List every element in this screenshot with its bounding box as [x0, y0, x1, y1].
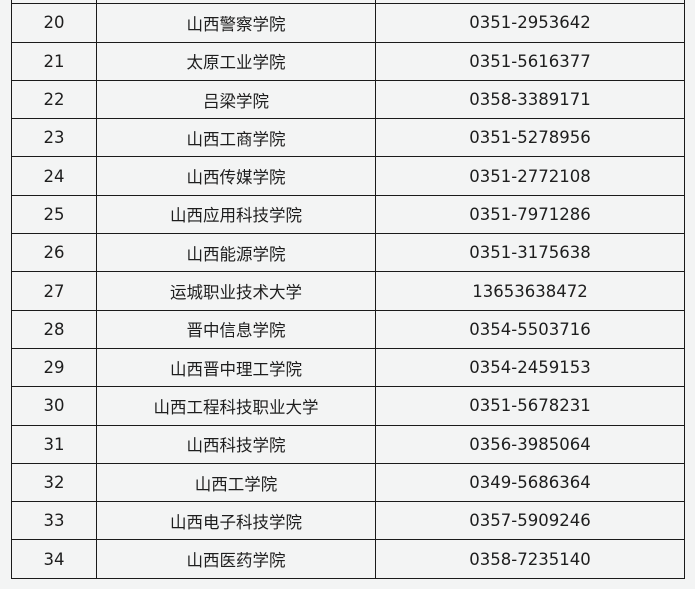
- school-name: 山西传媒学院: [96, 156, 376, 196]
- table-row: 24 山西传媒学院 0351-2772108: [11, 156, 685, 196]
- row-number: 21: [11, 41, 97, 81]
- row-number: 27: [11, 271, 97, 311]
- school-name: 山西晋中理工学院: [96, 347, 376, 388]
- contact-table: 20 山西警察学院 0351-2953642 21 太原工业学院 0351-5616377…: [11, 0, 685, 579]
- table-row: 30 山西工程科技职业大学 0351-5678231: [11, 386, 685, 426]
- phone-number: 0351-7971286: [375, 194, 685, 235]
- phone-number: 0349-5686364: [375, 462, 685, 503]
- phone-number: 0351-5616377: [375, 41, 685, 81]
- row-number: 24: [11, 156, 97, 196]
- school-name: 运城职业技术大学: [96, 271, 376, 311]
- table-row: 20 山西警察学院 0351-2953642: [11, 3, 685, 43]
- phone-number: 0354-5503716: [375, 309, 685, 349]
- phone-number: 0358-7235140: [375, 539, 685, 579]
- school-name: 山西电子科技学院: [96, 501, 376, 541]
- table-row: 21 太原工业学院 0351-5616377: [11, 41, 685, 81]
- table-row: 32 山西工学院 0349-5686364: [11, 462, 685, 503]
- phone-number: 13653638472: [375, 271, 685, 311]
- school-name: 山西医药学院: [96, 539, 376, 579]
- phone-number: 0358-3389171: [375, 79, 685, 120]
- table-row: 27 运城职业技术大学 13653638472: [11, 271, 685, 311]
- school-name: 晋中信息学院: [96, 309, 376, 349]
- phone-number: 0351-2772108: [375, 156, 685, 196]
- table-row: 26 山西能源学院 0351-3175638: [11, 233, 685, 273]
- school-name: 太原工业学院: [96, 41, 376, 81]
- school-name: 山西应用科技学院: [96, 194, 376, 235]
- school-name: 山西科技学院: [96, 424, 376, 464]
- school-name: 山西工程科技职业大学: [96, 386, 376, 426]
- row-number: 33: [11, 501, 97, 541]
- school-name: 吕梁学院: [96, 79, 376, 120]
- phone-number: 0351-2953642: [375, 3, 685, 43]
- table-row: 33 山西电子科技学院 0357-5909246: [11, 501, 685, 541]
- phone-number: 0351-5678231: [375, 386, 685, 426]
- row-number: 28: [11, 309, 97, 349]
- row-number: 31: [11, 424, 97, 464]
- row-number: 29: [11, 347, 97, 388]
- row-number: 23: [11, 118, 97, 158]
- table-row: 23 山西工商学院 0351-5278956: [11, 118, 685, 158]
- phone-number: 0354-2459153: [375, 347, 685, 388]
- row-number: 30: [11, 386, 97, 426]
- table-row: 25 山西应用科技学院 0351-7971286: [11, 194, 685, 235]
- school-name: 山西工商学院: [96, 118, 376, 158]
- row-number: 34: [11, 539, 97, 579]
- row-number: 22: [11, 79, 97, 120]
- table-row: 29 山西晋中理工学院 0354-2459153: [11, 347, 685, 388]
- school-name: 山西能源学院: [96, 233, 376, 273]
- row-number: 20: [11, 3, 97, 43]
- phone-number: 0351-5278956: [375, 118, 685, 158]
- phone-number: 0356-3985064: [375, 424, 685, 464]
- school-name: 山西工学院: [96, 462, 376, 503]
- table-row: 31 山西科技学院 0356-3985064: [11, 424, 685, 464]
- table-row: 28 晋中信息学院 0354-5503716: [11, 309, 685, 349]
- phone-number: 0351-3175638: [375, 233, 685, 273]
- row-number: 32: [11, 462, 97, 503]
- school-name: 山西警察学院: [96, 3, 376, 43]
- row-number: 25: [11, 194, 97, 235]
- table-row: 22 吕梁学院 0358-3389171: [11, 79, 685, 120]
- phone-number: 0357-5909246: [375, 501, 685, 541]
- table-body: 20 山西警察学院 0351-2953642 21 太原工业学院 0351-5616377…: [11, 0, 685, 579]
- table-row: 34 山西医药学院 0358-7235140: [11, 539, 685, 579]
- row-number: 26: [11, 233, 97, 273]
